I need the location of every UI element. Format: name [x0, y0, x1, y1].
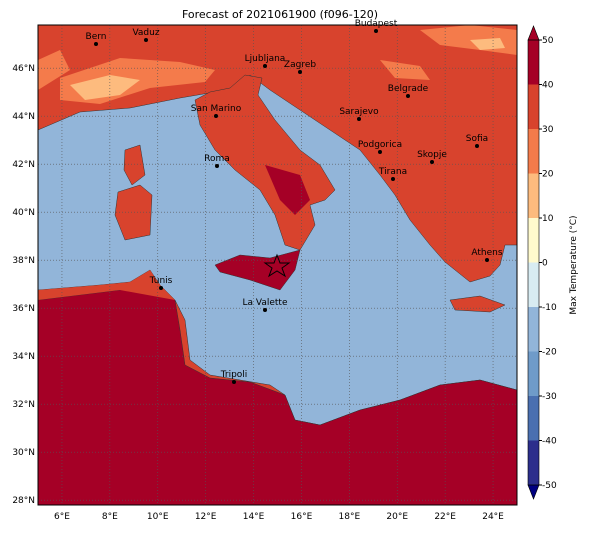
city-dot: [263, 308, 267, 312]
x-tick-label: 18°E: [339, 512, 361, 522]
x-tick-label: 20°E: [386, 512, 408, 522]
city-dot: [374, 29, 378, 33]
city-dot: [159, 286, 163, 290]
mild-patch: [70, 38, 505, 100]
colorbar-tick-label: 20: [542, 170, 554, 180]
city-label: Vaduz: [132, 28, 159, 38]
colorbar-label: Max Temperature (°C): [569, 215, 579, 314]
grid: [38, 25, 517, 505]
hot-patch: [265, 165, 310, 215]
city-dot: [475, 144, 479, 148]
city-dot: [214, 114, 218, 118]
y-tick-label: 40°N: [12, 208, 35, 218]
city-dot: [144, 38, 148, 42]
city-label: Sofia: [466, 134, 488, 144]
city-dot: [391, 177, 395, 181]
y-tick-label: 34°N: [12, 352, 35, 362]
colorbar-segment: [528, 84, 539, 129]
x-tick-label: 24°E: [482, 512, 504, 522]
colorbar-segment: [528, 307, 539, 352]
colorbar-segment: [528, 351, 539, 396]
colorbar-tick-label: -30: [542, 392, 557, 402]
colorbar-extend-top: [527, 25, 540, 41]
colorbar-segment: [528, 129, 539, 174]
warm-patch: [38, 25, 517, 104]
colorbar-segment: [528, 440, 539, 485]
colorbar-tick-label: -40: [542, 437, 557, 447]
colorbar-tick-label: 30: [542, 125, 554, 135]
x-tick-label: 16°E: [291, 512, 313, 522]
city-label: La Valette: [243, 298, 288, 308]
sardinia: [114, 184, 153, 241]
colorbar-tick-label: 0: [542, 259, 548, 269]
colorbar-segment: [528, 173, 539, 218]
city-dot: [378, 150, 382, 154]
y-tick-label: 42°N: [12, 160, 35, 170]
city-dot: [430, 160, 434, 164]
city-label: Budapest: [355, 19, 398, 29]
y-tick-label: 44°N: [12, 112, 35, 122]
colorbar-tick-label: 50: [542, 36, 554, 46]
city-dot: [94, 42, 98, 46]
y-tick-label: 32°N: [12, 400, 35, 410]
city-label: Athens: [471, 248, 502, 258]
city-label: Skopje: [417, 150, 447, 160]
x-tick-label: 8°E: [102, 512, 118, 522]
city-dot: [406, 94, 410, 98]
y-tick-label: 30°N: [12, 448, 35, 458]
x-tick-label: 14°E: [243, 512, 265, 522]
frame: [37, 24, 518, 506]
y-tick-label: 46°N: [12, 64, 35, 74]
city-dot: [357, 117, 361, 121]
corsica: [123, 144, 146, 186]
x-tick-label: 12°E: [195, 512, 217, 522]
map-area: [38, 25, 517, 505]
colorbar-tick-label: 10: [542, 214, 554, 224]
colorbar-segment: [528, 218, 539, 263]
city-label: Belgrade: [388, 84, 429, 94]
city-dot: [215, 164, 219, 168]
city-label: Roma: [204, 154, 230, 164]
colorbar-tick-label: -50: [542, 481, 557, 491]
y-tick-label: 38°N: [12, 256, 35, 266]
colorbar-tick-label: 40: [542, 81, 554, 91]
city-label: Tirana: [378, 167, 407, 177]
colorbar-segment: [528, 40, 539, 85]
city-label: Ljubljana: [245, 54, 286, 64]
city-dot: [263, 64, 267, 68]
colorbar-segment: [528, 396, 539, 441]
y-tick-label: 36°N: [12, 304, 35, 314]
colorbar-tick-label: -20: [542, 348, 557, 358]
coast-strip: [38, 270, 175, 300]
x-tick-label: 10°E: [147, 512, 169, 522]
city-dot: [485, 258, 489, 262]
city-dot: [232, 380, 236, 384]
city-label: Zagreb: [284, 60, 316, 70]
city-label: Tripoli: [220, 370, 248, 380]
city-dot: [298, 70, 302, 74]
city-label: San Marino: [191, 104, 242, 114]
y-tick-label: 28°N: [12, 496, 35, 506]
x-tick-label: 6°E: [54, 512, 70, 522]
city-label: Tunis: [149, 276, 173, 286]
city-label: Bern: [86, 32, 107, 42]
colorbar-extend-bottom: [527, 484, 540, 500]
map-title: Forecast of 2021061900 (f096-120): [182, 8, 378, 21]
colorbar-tick-label: -10: [542, 303, 557, 313]
colorbar-segment: [528, 262, 539, 307]
city-label: Sarajevo: [339, 107, 379, 117]
x-tick-label: 22°E: [434, 512, 456, 522]
star-marker: [263, 253, 291, 278]
city-label: Podgorica: [358, 140, 402, 150]
